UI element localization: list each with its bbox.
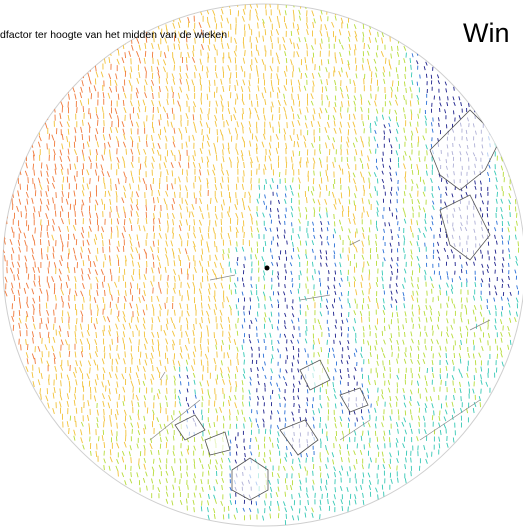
caption-text: dfactor ter hoogte van het midden van de… bbox=[0, 29, 228, 41]
wind-vector-field bbox=[3, 4, 520, 526]
page-title: Win bbox=[463, 18, 510, 48]
building-outlines bbox=[149, 109, 501, 501]
wind-turbine-marker-icon bbox=[264, 265, 270, 271]
